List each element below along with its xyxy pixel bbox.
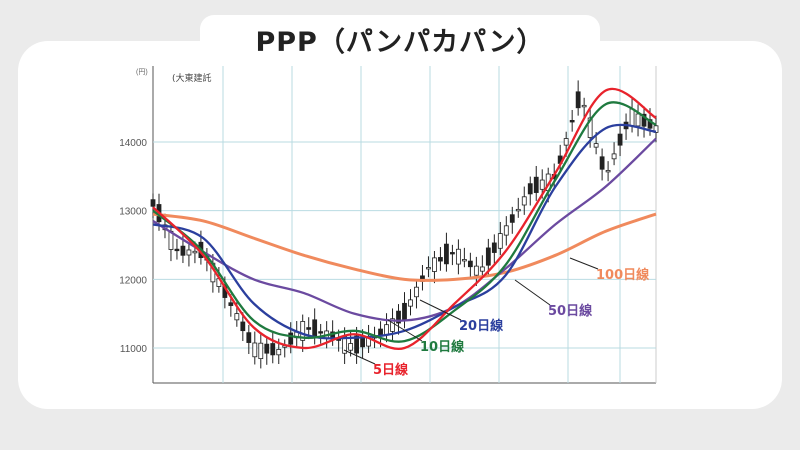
candle-body	[587, 117, 593, 138]
candle-body	[414, 286, 419, 298]
label-leader-line	[514, 279, 551, 306]
candle-body	[605, 170, 611, 173]
candle-body	[509, 214, 515, 223]
candle-body	[258, 342, 264, 360]
candle-body	[473, 265, 479, 276]
candle-body	[467, 260, 473, 268]
candle-body	[438, 257, 443, 262]
candle-body	[240, 321, 246, 332]
candle-body	[390, 318, 395, 332]
candle-body	[426, 267, 431, 270]
series-line	[152, 137, 657, 322]
candle-body	[252, 342, 258, 358]
candle-body	[318, 331, 324, 334]
title-tab	[200, 15, 600, 71]
label-leader-line	[419, 299, 462, 321]
candle-body	[432, 257, 437, 272]
candle-body	[384, 324, 389, 335]
candle-body	[360, 337, 365, 348]
candle-body	[563, 138, 569, 146]
candle-body	[461, 259, 467, 262]
candle-body	[485, 247, 491, 266]
candle-body	[641, 113, 647, 127]
label-leader-line	[569, 257, 599, 270]
candle-body	[450, 252, 455, 255]
candle-body	[300, 321, 306, 341]
candle-body	[180, 245, 186, 256]
candle-body	[515, 208, 521, 212]
candle-body	[455, 248, 461, 265]
candle-body	[396, 310, 401, 324]
candle-body	[312, 319, 318, 338]
candle-body	[348, 343, 354, 351]
corner-label: (大東建託	[172, 72, 212, 84]
series-line	[152, 87, 657, 351]
candle-body	[192, 250, 198, 254]
candle-body	[246, 332, 252, 343]
candle-body	[569, 119, 575, 123]
series-label: 20日線	[459, 318, 504, 334]
candle-body	[527, 183, 533, 195]
y-tick-label: 11000	[120, 344, 148, 355]
candle-body	[647, 119, 653, 129]
chart-grid	[152, 66, 657, 384]
candle-body	[288, 332, 294, 345]
candle-body	[174, 248, 180, 252]
candle-body	[521, 196, 527, 206]
y-tick-label: 12000	[119, 275, 147, 286]
candle-body	[581, 104, 587, 108]
label-leader-line	[387, 319, 423, 342]
candle-body	[503, 225, 509, 236]
candle-body	[491, 242, 497, 253]
candle-body	[402, 302, 407, 321]
series-label: 50日線	[548, 303, 593, 319]
candle-body	[186, 249, 192, 256]
candle-body	[234, 313, 240, 321]
candle-body	[539, 179, 545, 190]
candle-body	[575, 91, 581, 109]
candle-body	[611, 153, 617, 160]
page-title: PPP（パンパカパン）	[255, 27, 545, 58]
candle-body	[228, 302, 234, 306]
candle-body	[599, 156, 605, 170]
candle-body	[408, 299, 413, 307]
candle-body	[270, 343, 276, 356]
candle-body	[533, 176, 539, 193]
series-line	[152, 101, 657, 343]
y-tick-label: 13000	[119, 207, 147, 218]
candle-body	[653, 125, 659, 133]
candle-body	[354, 335, 359, 354]
candle-body	[629, 108, 635, 127]
unit-label: (円)	[136, 68, 148, 76]
series-line	[152, 212, 657, 282]
candle-body	[593, 143, 599, 148]
candle-body	[276, 349, 282, 356]
candle-body	[497, 233, 503, 249]
series-label: 10日線	[420, 339, 465, 355]
series-label: 5日線	[373, 362, 409, 378]
series-line	[152, 123, 657, 340]
candle-body	[306, 327, 312, 330]
candle-body	[444, 243, 449, 265]
candle-body	[264, 343, 270, 354]
label-leader-line	[343, 349, 376, 365]
candle-body	[617, 133, 623, 146]
y-tick-label: 14000	[119, 138, 147, 149]
series-label: 100日線	[596, 267, 650, 283]
candle-body	[635, 113, 641, 127]
candle-body	[150, 199, 156, 207]
candle-body	[479, 266, 485, 272]
